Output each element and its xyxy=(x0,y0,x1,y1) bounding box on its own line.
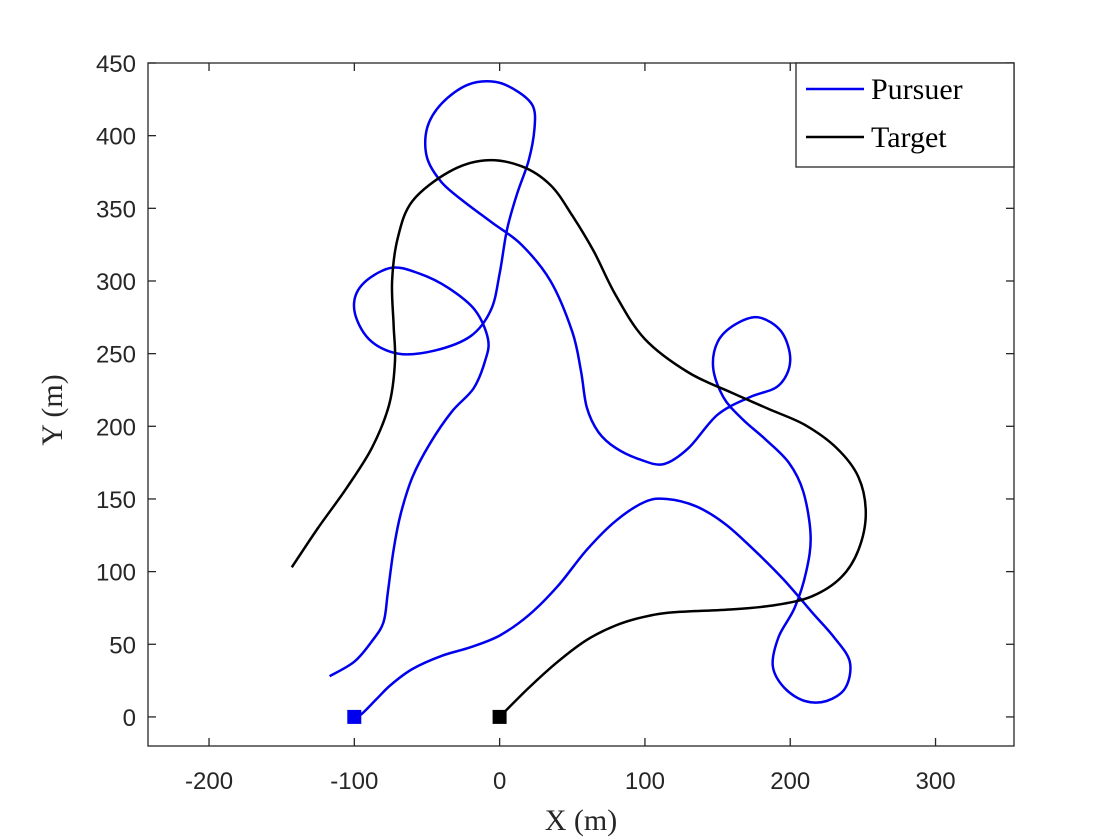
y-axis-label: Y (m) xyxy=(36,374,69,445)
x-tick-label: 0 xyxy=(493,768,506,795)
pursuer-trajectory-line xyxy=(328,80,852,719)
y-tick-label: 450 xyxy=(96,51,136,78)
legend: Pursuer Target xyxy=(795,62,1015,168)
y-tick-label: 300 xyxy=(96,269,136,296)
start-markers xyxy=(347,709,507,724)
y-tick-label: 100 xyxy=(96,560,136,587)
x-tick-label: 100 xyxy=(625,768,665,795)
series-lines xyxy=(290,80,868,719)
legend-label-pursuer: Pursuer xyxy=(871,73,963,106)
x-tick-label: -100 xyxy=(330,768,378,795)
y-tick-label: 350 xyxy=(96,196,136,223)
legend-box xyxy=(795,62,1015,168)
target-start-marker xyxy=(492,709,507,724)
axis-ticks: -200 -100 0 100 200 300 0 50 100 150 200 250 300 350 4… xyxy=(96,51,1014,795)
y-tick-label: 400 xyxy=(96,124,136,151)
x-tick-label: 200 xyxy=(770,768,810,795)
pursuer-start-marker xyxy=(347,709,362,724)
x-axis-label: X (m) xyxy=(545,804,617,837)
y-tick-label: 150 xyxy=(96,487,136,514)
y-tick-label: 200 xyxy=(96,414,136,441)
plot-frame xyxy=(147,62,1015,747)
y-tick-label: 0 xyxy=(123,705,136,732)
x-tick-label: 300 xyxy=(916,768,956,795)
x-tick-label: -200 xyxy=(185,768,233,795)
target-trajectory-line xyxy=(290,158,868,718)
y-tick-label: 250 xyxy=(96,342,136,369)
y-tick-label: 50 xyxy=(109,632,136,659)
legend-label-target: Target xyxy=(871,121,947,154)
